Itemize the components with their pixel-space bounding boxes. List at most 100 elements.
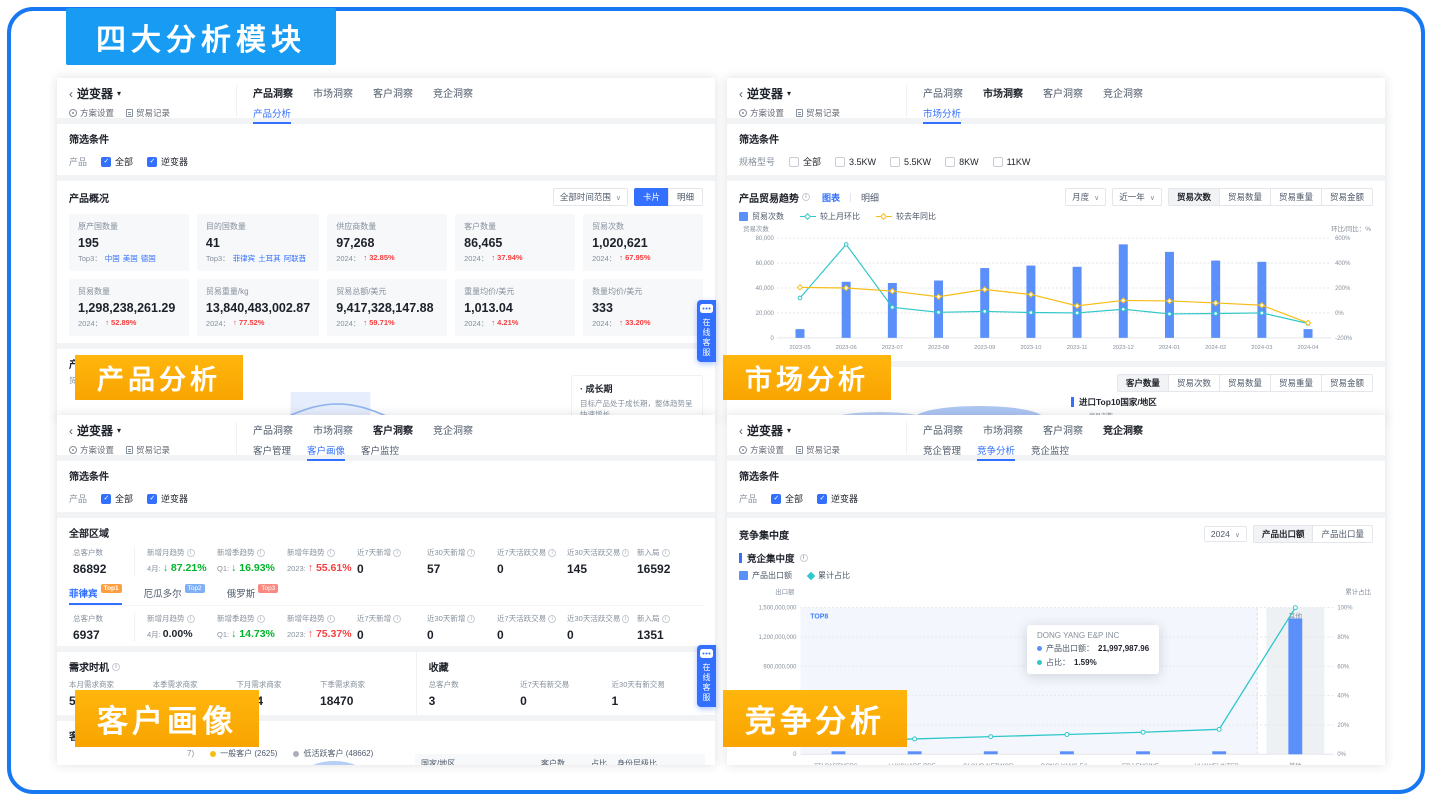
legend-较去年同比[interactable]: 较去年同比 bbox=[876, 211, 936, 222]
checkbox-全部[interactable]: 全部 bbox=[789, 155, 821, 168]
main-tab-产品洞察[interactable]: 产品洞察 bbox=[253, 426, 293, 437]
sub-tab-竞企监控[interactable]: 竞企监控 bbox=[1031, 446, 1070, 457]
info-icon[interactable] bbox=[393, 548, 402, 557]
info-icon[interactable] bbox=[186, 548, 195, 557]
info-icon[interactable] bbox=[186, 614, 195, 623]
main-tab-竞企洞察[interactable]: 竞企洞察 bbox=[1103, 89, 1143, 100]
checkbox-box[interactable] bbox=[789, 156, 800, 167]
trade-records-link[interactable]: 贸易记录 bbox=[796, 107, 840, 119]
checkbox-11KW[interactable]: 11KW bbox=[992, 155, 1030, 168]
button-明细[interactable]: 明细 bbox=[667, 188, 703, 206]
info-icon[interactable] bbox=[548, 548, 557, 557]
checkbox-逆变器[interactable]: 逆变器 bbox=[817, 492, 858, 505]
trade-trend-chart[interactable]: 贸易次数 环比/同比：% 0 -200% 20,000 0% 40,000 200% 60,00… bbox=[739, 222, 1373, 352]
stat-card-目的国数量[interactable]: 目的国数量 41 Top3： 菲律宾 土耳其 阿联酋 bbox=[196, 214, 320, 271]
checkbox-box[interactable] bbox=[992, 156, 1003, 167]
info-icon[interactable] bbox=[112, 662, 120, 671]
time-range-select[interactable]: 全部时间范围 bbox=[552, 188, 628, 206]
checkbox-全部[interactable]: 全部 bbox=[771, 492, 803, 505]
top3-link-菲律宾[interactable]: 菲律宾 bbox=[232, 254, 256, 263]
button-客户数量[interactable]: 客户数量 bbox=[1116, 374, 1169, 392]
button-贸易重量[interactable]: 贸易重量 bbox=[1269, 374, 1322, 392]
sub-tab-市场分析[interactable]: 市场分析 bbox=[923, 106, 962, 124]
settings-link[interactable]: 方案设置 bbox=[69, 107, 114, 119]
legend-产品出口额[interactable]: 产品出口额 bbox=[739, 570, 792, 581]
sub-tab-客户管理[interactable]: 客户管理 bbox=[253, 446, 292, 457]
legend-较上月环比[interactable]: 较上月环比 bbox=[800, 211, 860, 222]
main-tab-竞企洞察[interactable]: 竞企洞察 bbox=[1103, 426, 1143, 437]
top3-link-土耳其[interactable]: 土耳其 bbox=[258, 254, 281, 263]
checkbox-8KW[interactable]: 8KW bbox=[945, 155, 979, 168]
legend-累计占比[interactable]: 累计占比 bbox=[806, 570, 850, 581]
checkbox-box[interactable] bbox=[835, 156, 846, 167]
main-tab-市场洞察[interactable]: 市场洞察 bbox=[313, 89, 353, 100]
trade-records-link[interactable]: 贸易记录 bbox=[126, 444, 170, 456]
main-tab-竞企洞察[interactable]: 竞企洞察 bbox=[433, 426, 473, 437]
stat-card-数量均价/美元[interactable]: 数量均价/美元 333 2024： ↑ 33.20% bbox=[583, 279, 703, 336]
stat-card-客户数量[interactable]: 客户数量 86,465 2024： ↑ 37.94% bbox=[455, 214, 576, 271]
info-icon[interactable] bbox=[326, 548, 335, 557]
stat-card-贸易数量[interactable]: 贸易数量 1,298,238,261.29 2024： ↑ 52.89% bbox=[69, 279, 189, 336]
checkbox-全部[interactable]: 全部 bbox=[101, 155, 133, 168]
top3-link-美国[interactable]: 美国 bbox=[122, 254, 138, 263]
button-贸易次数[interactable]: 贸易次数 bbox=[1167, 188, 1220, 206]
trade-records-link[interactable]: 贸易记录 bbox=[796, 444, 840, 456]
button-卡片[interactable]: 卡片 bbox=[633, 188, 669, 206]
main-tab-产品洞察[interactable]: 产品洞察 bbox=[253, 89, 293, 100]
year-select[interactable]: 2024 bbox=[1203, 526, 1247, 542]
checkbox-box[interactable] bbox=[101, 493, 112, 504]
button-贸易数量[interactable]: 贸易数量 bbox=[1218, 374, 1271, 392]
stat-card-供应商数量[interactable]: 供应商数量 97,268 2024： ↑ 32.85% bbox=[327, 214, 448, 271]
stat-card-原产国数量[interactable]: 原产国数量 195 Top3： 中国 美国 德国 bbox=[69, 214, 189, 271]
product-selector[interactable]: ‹ 逆变器 ▾ bbox=[739, 422, 906, 439]
product-selector[interactable]: ‹ 逆变器 ▾ bbox=[69, 422, 236, 439]
info-icon[interactable] bbox=[326, 614, 335, 623]
info-icon[interactable] bbox=[548, 614, 557, 623]
settings-link[interactable]: 方案设置 bbox=[739, 444, 784, 456]
back-icon[interactable]: ‹ bbox=[739, 86, 743, 101]
country-tab-菲律宾[interactable]: 菲律宾 Top1 bbox=[69, 584, 122, 605]
legend-贸易次数[interactable]: 贸易次数 bbox=[739, 211, 784, 222]
country-tab-俄罗斯[interactable]: 俄罗斯 Top3 bbox=[227, 584, 279, 600]
settings-link[interactable]: 方案设置 bbox=[69, 444, 114, 456]
range-select[interactable]: 近一年 bbox=[1112, 188, 1162, 206]
checkbox-逆变器[interactable]: 逆变器 bbox=[147, 155, 188, 168]
main-tab-产品洞察[interactable]: 产品洞察 bbox=[923, 89, 963, 100]
main-tab-竞企洞察[interactable]: 竞企洞察 bbox=[433, 89, 473, 100]
button-贸易金额[interactable]: 贸易金额 bbox=[1320, 188, 1373, 206]
view-tab-图表[interactable]: 图表 bbox=[822, 192, 841, 203]
info-icon[interactable] bbox=[256, 614, 265, 623]
stat-card-重量均价/美元[interactable]: 重量均价/美元 1,013.04 2024： ↑ 4.21% bbox=[455, 279, 576, 336]
info-icon[interactable] bbox=[622, 614, 629, 623]
main-tab-产品洞察[interactable]: 产品洞察 bbox=[923, 426, 963, 437]
sub-tab-产品分析[interactable]: 产品分析 bbox=[253, 106, 292, 124]
info-icon[interactable] bbox=[467, 614, 476, 623]
back-icon[interactable]: ‹ bbox=[739, 423, 743, 438]
main-tab-客户洞察[interactable]: 客户洞察 bbox=[1043, 426, 1083, 437]
frequency-select[interactable]: 月度 bbox=[1065, 188, 1107, 206]
info-icon[interactable] bbox=[661, 548, 670, 557]
stat-card-贸易重量/kg[interactable]: 贸易重量/kg 13,840,483,002.87 2024： ↑ 77.52% bbox=[196, 279, 320, 336]
sub-tab-竞争分析[interactable]: 竞争分析 bbox=[977, 443, 1016, 461]
button-贸易重量[interactable]: 贸易重量 bbox=[1269, 188, 1322, 206]
checkbox-box[interactable] bbox=[147, 493, 158, 504]
sub-tab-竞企管理[interactable]: 竞企管理 bbox=[923, 446, 962, 457]
trade-records-link[interactable]: 贸易记录 bbox=[126, 107, 170, 119]
main-tab-客户洞察[interactable]: 客户洞察 bbox=[373, 89, 413, 100]
product-selector[interactable]: ‹ 逆变器 ▾ bbox=[739, 85, 906, 102]
main-tab-市场洞察[interactable]: 市场洞察 bbox=[983, 89, 1023, 100]
product-selector[interactable]: ‹ 逆变器 ▾ bbox=[69, 85, 236, 102]
main-tab-客户洞察[interactable]: 客户洞察 bbox=[373, 426, 413, 437]
stat-card-贸易次数[interactable]: 贸易次数 1,020,621 2024： ↑ 67.95% bbox=[583, 214, 703, 271]
settings-link[interactable]: 方案设置 bbox=[739, 107, 784, 119]
legend-低活跃客户[interactable]: 低活跃客户 (48662) bbox=[293, 748, 373, 759]
top3-link-阿联酋[interactable]: 阿联酋 bbox=[283, 254, 307, 263]
main-tab-客户洞察[interactable]: 客户洞察 bbox=[1043, 89, 1083, 100]
checkbox-box[interactable] bbox=[945, 156, 956, 167]
main-tab-市场洞察[interactable]: 市场洞察 bbox=[983, 426, 1023, 437]
info-icon[interactable] bbox=[802, 193, 810, 201]
info-icon[interactable] bbox=[393, 614, 402, 623]
checkbox-5.5KW[interactable]: 5.5KW bbox=[890, 155, 931, 168]
online-support-button[interactable]: 在线客服 bbox=[697, 645, 716, 707]
checkbox-全部[interactable]: 全部 bbox=[101, 492, 133, 505]
